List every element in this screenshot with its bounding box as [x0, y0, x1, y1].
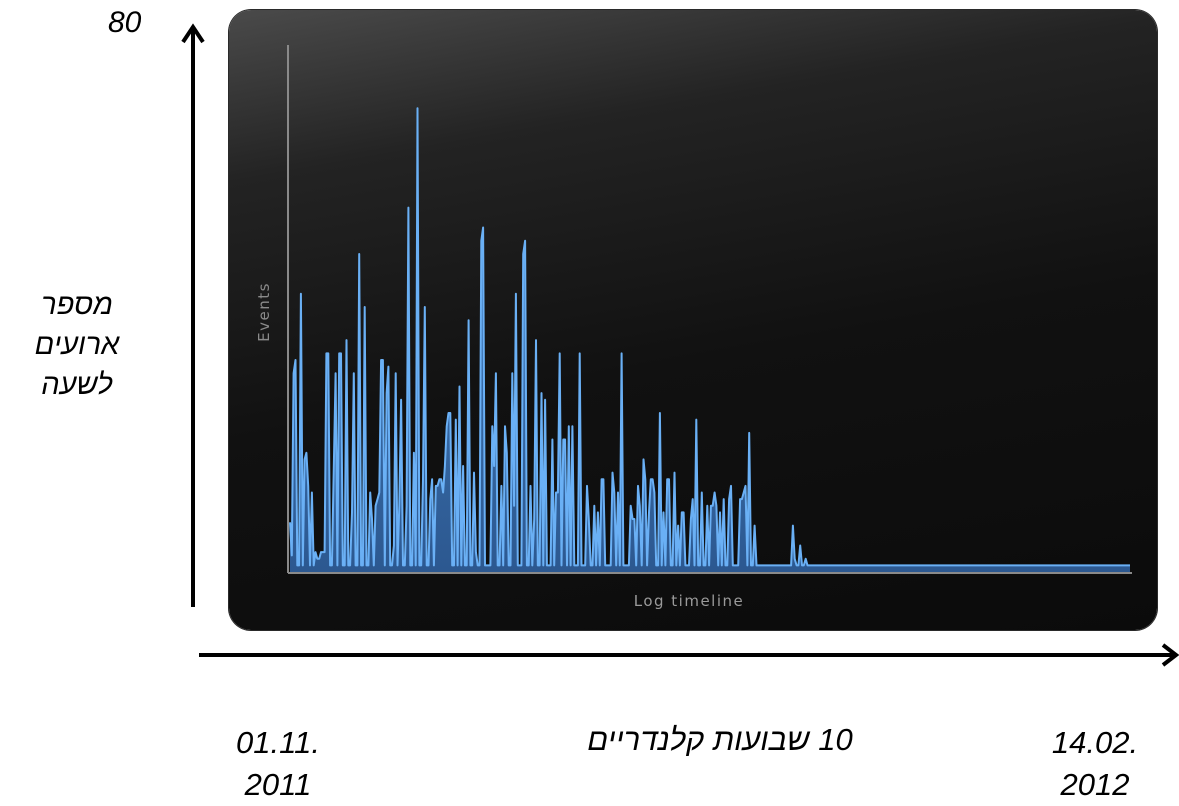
y-caption-line-1: מספר	[41, 289, 113, 321]
chart-y-axis-label: Events	[255, 282, 273, 342]
outer-y-axis-arrow	[181, 23, 205, 607]
x-span-label: 10 שבועות קלנדריים	[587, 722, 853, 757]
y-caption-line-2: ארועים	[34, 329, 120, 361]
x-start-date-line-1: 01.11.	[236, 725, 320, 760]
y-caption-line-3: לשעה	[41, 369, 113, 401]
x-end-date-line-1: 14.02.	[1051, 725, 1139, 760]
y-max-label: 80	[108, 6, 142, 39]
x-start-date: 01.11. 2011	[208, 722, 348, 806]
events-chart: Events Log timeline	[255, 45, 1132, 610]
x-end-date-line-2: 2012	[1060, 767, 1130, 802]
events-line	[289, 107, 1130, 567]
chart-panel: Events Log timeline	[229, 10, 1157, 630]
y-axis-caption: מספר ארועים לשעה	[14, 285, 140, 405]
x-end-date: 14.02. 2012	[1025, 722, 1165, 806]
outer-x-axis-arrow	[199, 643, 1179, 667]
chart-x-axis-label: Log timeline	[634, 592, 745, 610]
x-start-date-line-2: 2011	[244, 767, 312, 802]
